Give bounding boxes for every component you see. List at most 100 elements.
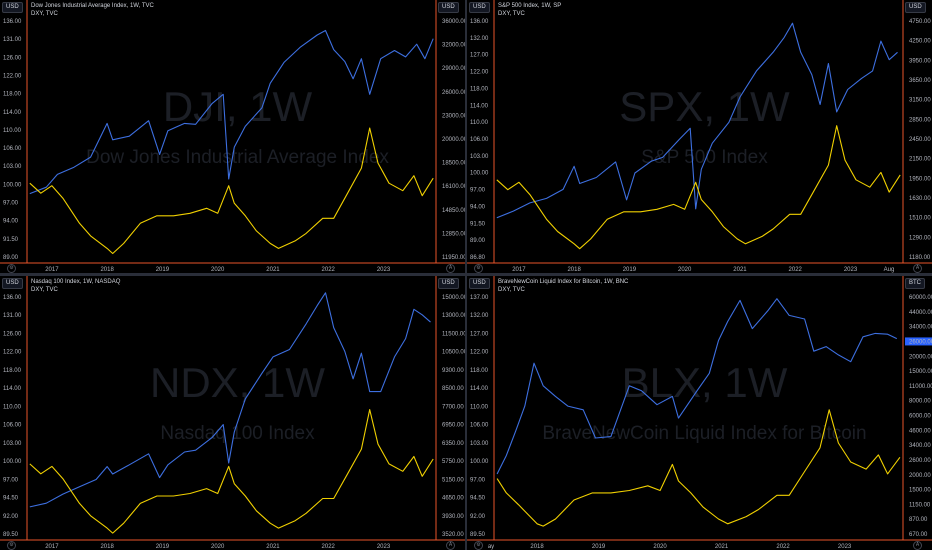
series-line-dxy <box>29 409 434 534</box>
left-tick-label: 110.00 <box>3 404 22 410</box>
left-tick-label: 89.00 <box>470 238 486 244</box>
left-tick-label: 136.00 <box>470 19 489 25</box>
chart-svg: NDX, 1W Nasdaq 100 Index 136.00 131.00 126.0… <box>0 276 465 550</box>
watermark-description: Dow Jones Industrial Average Index <box>86 147 389 168</box>
left-currency-button[interactable]: USD <box>469 278 490 289</box>
right-tick-label: 3930.00 <box>442 514 464 520</box>
right-tick-label: 12850.00 <box>442 231 465 237</box>
chart-subtitle: DXY, TVC <box>498 11 525 17</box>
right-tick-label: 1950.00 <box>909 176 931 182</box>
right-tick-label: 1510.00 <box>909 216 931 222</box>
left-tick-label: 118.00 <box>470 86 489 92</box>
right-tick-label: 4250.00 <box>909 39 931 45</box>
left-tick-label: 103.00 <box>470 441 489 447</box>
left-tick-label: 86.80 <box>470 255 486 261</box>
right-currency-button[interactable]: USD <box>438 278 459 289</box>
right-tick-label: 26000.00 <box>442 90 465 96</box>
left-tick-label: 100.00 <box>3 459 22 465</box>
left-currency-button[interactable]: USD <box>2 2 23 13</box>
right-currency-button[interactable]: USD <box>905 2 926 13</box>
left-tick-label: 118.00 <box>3 368 22 374</box>
right-tick-label: 5150.00 <box>442 477 464 483</box>
left-tick-label: 94.50 <box>3 496 19 502</box>
settings-gear-icon[interactable]: ⚙ <box>474 541 483 550</box>
right-tick-label: 3950.00 <box>909 58 931 64</box>
left-tick-label: 97.00 <box>3 201 19 207</box>
x-tick-label: 2023 <box>838 544 852 550</box>
auto-scale-icon[interactable]: A <box>913 264 922 273</box>
x-tick-label: 2023 <box>377 267 391 273</box>
settings-gear-icon[interactable]: ⚙ <box>7 541 16 550</box>
left-tick-label: 132.00 <box>470 313 489 319</box>
left-currency-button[interactable]: USD <box>469 2 490 13</box>
x-tick-label: 2019 <box>156 267 170 273</box>
x-tick-label: 2022 <box>322 267 336 273</box>
left-tick-label: 97.00 <box>470 477 486 483</box>
right-tick-label: 2150.00 <box>909 157 931 163</box>
right-tick-label: 2850.00 <box>909 117 931 123</box>
left-tick-label: 131.00 <box>3 37 22 43</box>
left-tick-label: 110.00 <box>3 128 22 134</box>
chart-title: S&P 500 Index, 1W, SP <box>498 3 562 9</box>
series-line-dxy <box>496 409 901 527</box>
right-tick-label: 4600.00 <box>909 428 931 434</box>
auto-scale-icon[interactable]: A <box>446 541 455 550</box>
left-tick-label: 114.00 <box>470 103 489 109</box>
right-tick-label: 15000.00 <box>442 295 465 301</box>
left-tick-label: 136.00 <box>3 19 22 25</box>
right-tick-label: 11000.00 <box>909 384 932 390</box>
chart-panel-dji[interactable]: DJI, 1W Dow Jones Industrial Average Inde… <box>0 0 465 273</box>
right-tick-label: 3650.00 <box>909 78 931 84</box>
chart-panel-spx[interactable]: SPX, 1W S&P 500 Index 136.00 132.00 127.00 12… <box>467 0 932 273</box>
left-tick-label: 126.00 <box>3 331 22 337</box>
right-tick-label: 1150.00 <box>909 502 931 508</box>
series-line-ndx <box>29 292 431 508</box>
right-tick-label: 26000.00 <box>909 339 932 345</box>
right-tick-label: 11500.00 <box>442 331 465 337</box>
chart-panel-blx[interactable]: BLX, 1W BraveNewCoin Liquid Index for Bit… <box>467 276 932 550</box>
left-tick-label: 127.00 <box>470 53 489 59</box>
right-tick-label: 8500.00 <box>442 386 464 392</box>
right-tick-label: 4750.00 <box>909 19 931 25</box>
series-line-dji <box>29 29 434 195</box>
right-tick-label: 4650.00 <box>442 496 464 502</box>
settings-gear-icon[interactable]: ⚙ <box>474 264 483 273</box>
right-tick-label: 10500.00 <box>442 350 465 356</box>
left-tick-label: 132.00 <box>470 36 489 42</box>
right-tick-label: 15000.00 <box>909 369 932 375</box>
left-tick-label: 100.00 <box>470 171 489 177</box>
x-tick-label: 2020 <box>211 267 225 273</box>
left-tick-label: 122.00 <box>3 350 22 356</box>
left-tick-label: 100.00 <box>3 182 22 188</box>
left-tick-label: 94.00 <box>470 204 486 210</box>
right-tick-label: 6350.00 <box>442 441 464 447</box>
right-tick-label: 34000.00 <box>909 325 932 331</box>
left-tick-label: 127.00 <box>470 331 489 337</box>
right-currency-button[interactable]: USD <box>438 2 459 13</box>
x-tick-label: 2019 <box>592 544 606 550</box>
chart-svg: SPX, 1W S&P 500 Index 136.00 132.00 127.00 12… <box>467 0 932 273</box>
right-tick-label: 7700.00 <box>442 404 464 410</box>
auto-scale-icon[interactable]: A <box>913 541 922 550</box>
series-line-spx <box>496 22 898 219</box>
x-tick-label: 2018 <box>100 544 114 550</box>
x-tick-label: 2021 <box>266 267 280 273</box>
right-tick-label: 3400.00 <box>909 443 931 449</box>
left-currency-button[interactable]: USD <box>2 278 23 289</box>
right-tick-label: 29000.00 <box>442 66 465 72</box>
chart-panel-ndx[interactable]: NDX, 1W Nasdaq 100 Index 136.00 131.00 126.0… <box>0 276 465 550</box>
right-tick-label: 60000.00 <box>909 295 932 301</box>
settings-gear-icon[interactable]: ⚙ <box>7 264 16 273</box>
chart-title: Nasdaq 100 Index, 1W, NASDAQ <box>31 279 121 285</box>
left-tick-label: 91.50 <box>3 237 19 243</box>
right-currency-button[interactable]: BTC <box>905 278 925 289</box>
x-tick-label: 2022 <box>322 544 336 550</box>
right-tick-label: 870.00 <box>909 517 928 523</box>
left-tick-label: 114.00 <box>470 386 489 392</box>
left-tick-label: 114.00 <box>3 110 22 116</box>
left-tick-label: 94.00 <box>3 219 19 225</box>
x-tick-label: Aug <box>884 267 895 273</box>
auto-scale-icon[interactable]: A <box>446 264 455 273</box>
chart-subtitle: DXY, TVC <box>498 287 525 293</box>
left-tick-label: 92.00 <box>3 514 19 520</box>
